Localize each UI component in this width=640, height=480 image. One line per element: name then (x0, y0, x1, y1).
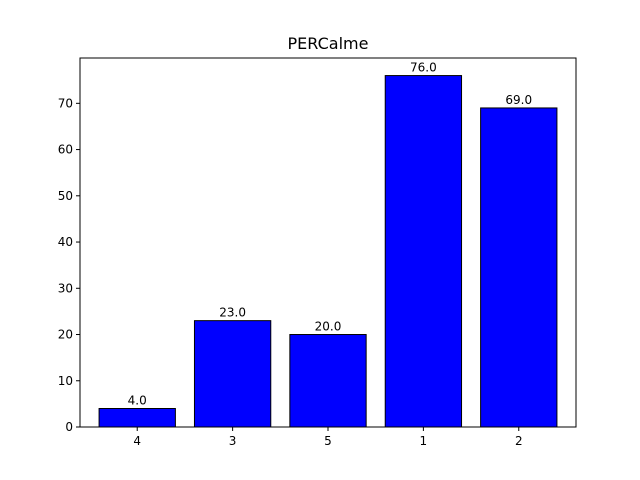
x-tick-label: 5 (324, 434, 332, 448)
y-tick-label: 10 (58, 374, 73, 388)
data-label: 23.0 (219, 306, 246, 320)
y-tick-label: 60 (58, 143, 73, 157)
data-label: 69.0 (505, 93, 532, 107)
bar (384, 75, 463, 428)
axes-frame (79, 57, 577, 428)
x-tick-label: 3 (229, 434, 237, 448)
bar (98, 408, 176, 428)
x-tick-label: 1 (420, 434, 428, 448)
y-tick-label: 70 (58, 96, 73, 110)
x-tick-label: 4 (133, 434, 141, 448)
x-tick-label: 2 (515, 434, 523, 448)
data-label: 4.0 (128, 394, 147, 408)
bar (289, 334, 367, 428)
y-tick-label: 0 (65, 420, 73, 434)
bar (480, 107, 558, 428)
y-tick-label: 30 (58, 281, 73, 295)
y-tick-label: 40 (58, 235, 73, 249)
bar (193, 320, 272, 428)
chart-title: PERCalme (288, 34, 369, 53)
data-label: 76.0 (410, 61, 437, 75)
y-tick-label: 20 (58, 328, 73, 342)
data-label: 20.0 (315, 320, 342, 334)
y-tick-label: 50 (58, 189, 73, 203)
